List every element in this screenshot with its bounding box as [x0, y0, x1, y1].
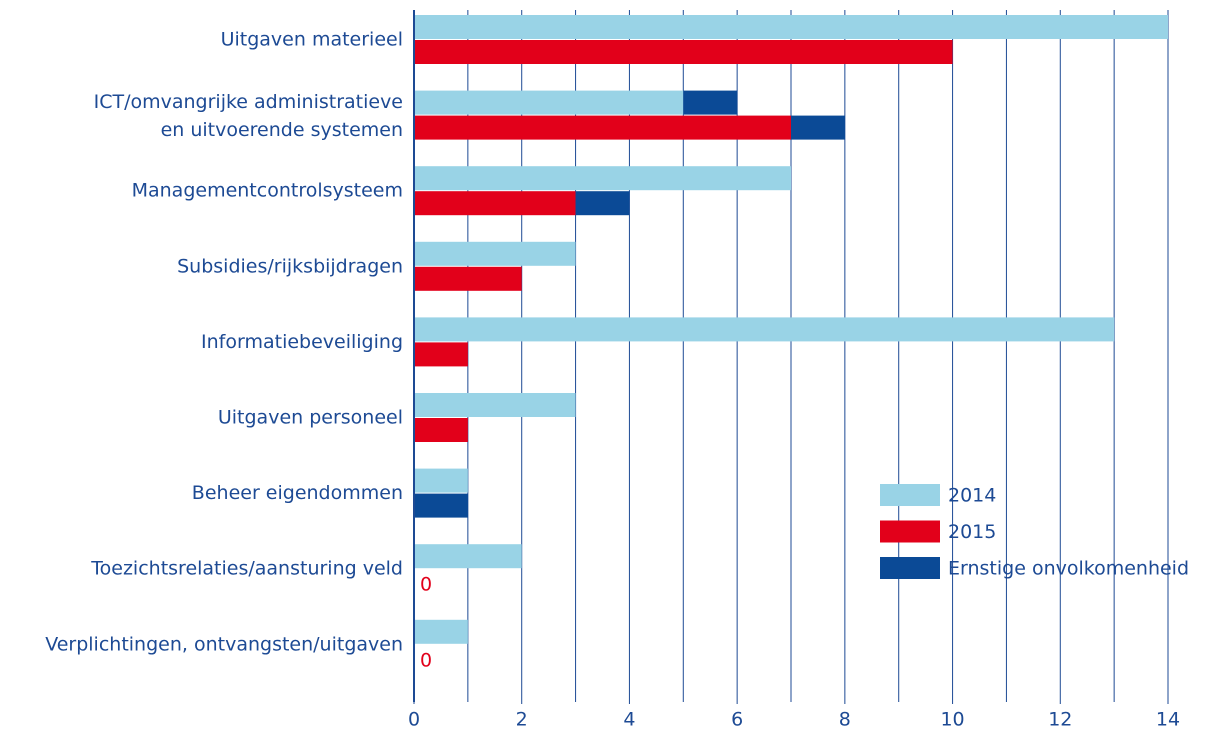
x-tick-label: 12	[1048, 709, 1072, 731]
bar	[414, 241, 576, 266]
bar	[414, 191, 576, 216]
bar	[414, 40, 953, 64]
bar-severe	[575, 191, 630, 216]
bar-severe	[414, 493, 468, 518]
x-tick-label: 6	[731, 709, 743, 731]
bar	[414, 90, 684, 115]
category-label: Uitgaven materieel	[221, 29, 403, 51]
bar	[414, 15, 1168, 39]
bar	[414, 317, 1115, 342]
value-label: 0	[420, 574, 432, 596]
legend-swatch	[880, 557, 940, 579]
bar	[414, 115, 791, 140]
category-label: Informatiebeveiliging	[201, 331, 403, 353]
bar	[414, 619, 468, 644]
category-label: Managementcontrolsysteem	[132, 180, 403, 202]
bar-severe	[791, 115, 845, 140]
value-label: 0	[420, 649, 432, 671]
legend-swatch	[880, 484, 940, 506]
category-label: Beheer eigendommen	[192, 482, 403, 504]
bar	[414, 393, 576, 417]
category-label: Uitgaven personeel	[218, 407, 403, 429]
bar	[414, 266, 522, 291]
category-label: Subsidies/rijksbijdragen	[177, 255, 403, 277]
bar	[414, 468, 468, 493]
legend-label: Ernstige onvolkomenheid	[948, 558, 1189, 580]
legend-label: 2015	[948, 521, 996, 543]
x-tick-label: 0	[408, 709, 420, 731]
x-tick-label: 14	[1156, 709, 1180, 731]
legend-label: 2014	[948, 485, 996, 507]
x-tick-label: 4	[623, 709, 635, 731]
bar	[414, 544, 522, 569]
x-tick-label: 2	[516, 709, 528, 731]
category-label: Toezichtsrelaties/aansturing veld	[90, 558, 403, 580]
bar	[414, 342, 468, 367]
bar	[414, 166, 791, 191]
legend-swatch	[880, 520, 940, 543]
x-tick-label: 10	[940, 709, 964, 731]
category-label: Verplichtingen, ontvangsten/uitgaven	[45, 633, 403, 655]
bar-severe	[683, 90, 738, 115]
bar	[414, 418, 468, 442]
x-tick-label: 8	[839, 709, 851, 731]
category-label: en uitvoerende systemen	[161, 119, 403, 141]
category-label: ICT/omvangrijke administratieve	[94, 91, 403, 113]
